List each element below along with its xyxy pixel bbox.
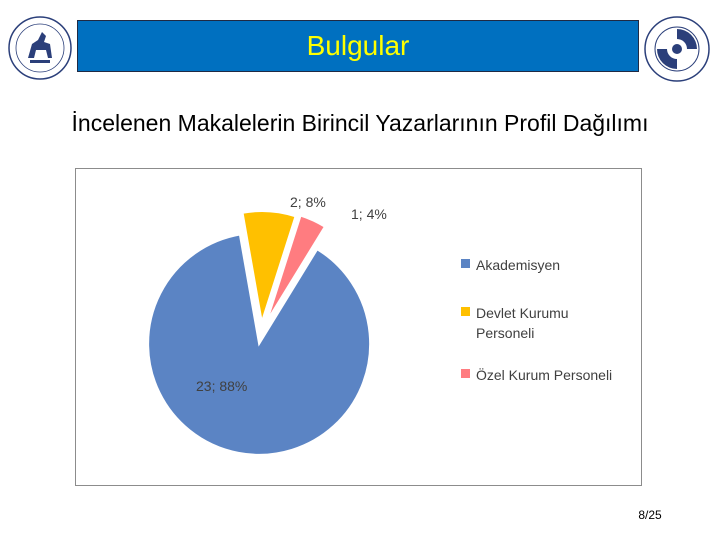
pie-chart: 23; 88% 2; 8% 1; 4% bbox=[147, 194, 387, 456]
legend-label: Akademisyen bbox=[476, 257, 561, 273]
page-number: 8/25 bbox=[638, 508, 662, 522]
chart-heading: İncelenen Makalelerin Birincil Yazarları… bbox=[71, 110, 649, 136]
university-logo-left bbox=[8, 16, 72, 80]
data-label-0: 23; 88% bbox=[196, 378, 247, 394]
pie-slice-2 bbox=[265, 214, 327, 322]
title-banner: Bulgular bbox=[77, 20, 639, 72]
legend-item-akademisyen: Akademisyen bbox=[461, 255, 636, 275]
pie-chart-container: 23; 88% 2; 8% 1; 4% Akademisyen Devlet Kur… bbox=[75, 168, 642, 486]
legend-item-devlet-kurumu: Devlet Kurumu Personeli bbox=[461, 303, 636, 343]
legend-swatch bbox=[461, 369, 470, 378]
slide-title: Bulgular bbox=[306, 30, 410, 61]
legend-label: Devlet Kurumu Personeli bbox=[476, 305, 569, 341]
data-label-2: 1; 4% bbox=[351, 206, 387, 222]
university-logo-right bbox=[644, 16, 710, 82]
chart-legend: Akademisyen Devlet Kurumu Personeli Özel… bbox=[461, 255, 636, 413]
legend-label: Özel Kurum Personeli bbox=[476, 367, 613, 383]
pie-slice-0 bbox=[147, 233, 372, 456]
legend-item-ozel-kurum: Özel Kurum Personeli bbox=[461, 365, 636, 385]
pie-slice-1 bbox=[241, 210, 297, 323]
data-label-1: 2; 8% bbox=[290, 194, 326, 210]
legend-swatch bbox=[461, 307, 470, 316]
legend-swatch bbox=[461, 259, 470, 268]
